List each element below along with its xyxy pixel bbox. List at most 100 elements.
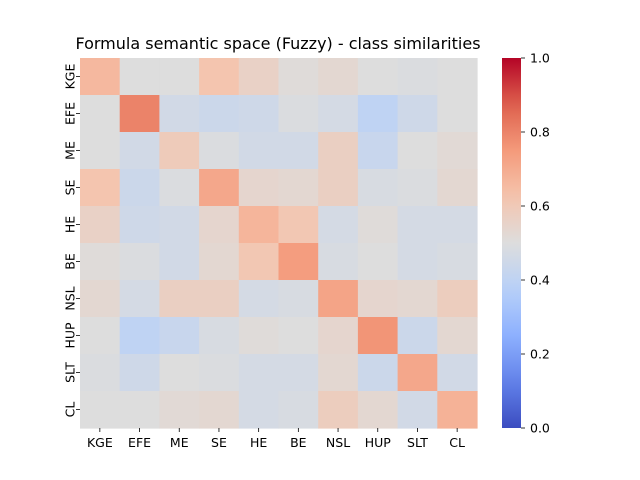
heatmap-cell-NSL-EFE xyxy=(119,280,160,318)
heatmap-cell-SE-NSL xyxy=(318,169,359,207)
heatmap-cell-HE-SE xyxy=(199,206,240,244)
heatmap-cell-ME-ME xyxy=(159,132,200,170)
heatmap-cell-HE-HE xyxy=(238,206,280,244)
heatmap-cell-NSL-NSL xyxy=(318,280,359,318)
y-tick-label: HUP xyxy=(63,322,78,349)
y-tick-label: KGE xyxy=(63,64,78,90)
y-tick-label: HE xyxy=(63,216,78,233)
heatmap-cell-HUP-HUP xyxy=(357,317,399,355)
heatmap-cell-HE-SLT xyxy=(397,206,438,244)
heatmap-cell-ME-HUP xyxy=(357,132,399,170)
heatmap-cell-BE-SLT xyxy=(397,243,438,281)
heatmap-cell-SLT-ME xyxy=(159,354,200,392)
heatmap-cell-SE-SLT xyxy=(397,169,438,207)
x-tick-label: BE xyxy=(290,435,307,450)
heatmap-cell-EFE-SLT xyxy=(397,95,438,133)
heatmap-cell-HUP-ME xyxy=(159,317,200,355)
heatmap-cell-SE-HUP xyxy=(357,169,399,207)
heatmap-cell-ME-CL xyxy=(437,132,478,170)
colorbar-tick-label: 0.8 xyxy=(530,125,550,140)
heatmap-cell-HUP-HE xyxy=(238,317,280,355)
heatmap-cells xyxy=(80,58,478,429)
heatmap-cell-EFE-KGE xyxy=(80,95,121,133)
x-tick-label: HE xyxy=(250,435,267,450)
heatmap-cell-EFE-CL xyxy=(437,95,478,133)
y-tick-label: SLT xyxy=(63,362,78,383)
heatmap-cell-SLT-HE xyxy=(238,354,280,392)
heatmap-cell-ME-KGE xyxy=(80,132,121,170)
heatmap-cell-KGE-HE xyxy=(238,58,280,96)
heatmap-cell-NSL-ME xyxy=(159,280,200,318)
colorbar-ticks: 0.0 0.2 0.4 0.6 0.8 1.0 xyxy=(521,51,550,436)
heatmap-cell-SE-SE xyxy=(199,169,240,207)
heatmap-cell-NSL-SLT xyxy=(397,280,438,318)
x-tick-label: SLT xyxy=(407,435,428,450)
heatmap-cell-ME-BE xyxy=(278,132,319,170)
colorbar-tick-label: 0.6 xyxy=(530,199,550,214)
heatmap-cell-SE-KGE xyxy=(80,169,121,207)
y-tick-label: ME xyxy=(63,141,78,160)
heatmap-cell-HUP-NSL xyxy=(318,317,359,355)
heatmap-cell-CL-HE xyxy=(238,391,280,429)
heatmap-cell-HUP-EFE xyxy=(119,317,160,355)
x-tick-label: CL xyxy=(449,435,465,450)
colorbar-tick-label: 0.4 xyxy=(530,273,550,288)
heatmap-cell-CL-KGE xyxy=(80,391,121,429)
heatmap-cell-NSL-SE xyxy=(199,280,240,318)
colorbar xyxy=(502,58,521,428)
heatmap-cell-CL-CL xyxy=(437,391,478,429)
heatmap-cell-NSL-HE xyxy=(238,280,280,318)
heatmap-cell-ME-SE xyxy=(199,132,240,170)
heatmap-cell-EFE-BE xyxy=(278,95,319,133)
heatmap-cell-ME-SLT xyxy=(397,132,438,170)
chart-title: Formula semantic space (Fuzzy) - class s… xyxy=(75,34,480,53)
x-tick-label: NSL xyxy=(326,435,350,450)
heatmap-cell-EFE-HUP xyxy=(357,95,399,133)
heatmap-cell-KGE-NSL xyxy=(318,58,359,96)
heatmap-cell-HE-ME xyxy=(159,206,200,244)
heatmap-cell-KGE-SE xyxy=(199,58,240,96)
heatmap-cell-KGE-HUP xyxy=(357,58,399,96)
y-tick-label: SE xyxy=(63,179,78,195)
heatmap-cell-EFE-ME xyxy=(159,95,200,133)
heatmap-cell-BE-BE xyxy=(278,243,319,281)
heatmap-cell-NSL-CL xyxy=(437,280,478,318)
heatmap-cell-ME-EFE xyxy=(119,132,160,170)
y-tick-label: NSL xyxy=(63,286,78,310)
heatmap-cell-HE-EFE xyxy=(119,206,160,244)
heatmap-cell-BE-SE xyxy=(199,243,240,281)
heatmap-cell-HE-NSL xyxy=(318,206,359,244)
heatmap-cell-HE-KGE xyxy=(80,206,121,244)
heatmap-cell-SLT-HUP xyxy=(357,354,399,392)
heatmap-cell-NSL-KGE xyxy=(80,280,121,318)
y-axis-ticks: KGE EFE ME SE HE BE NSL HUP SLT CL xyxy=(63,64,80,417)
heatmap-cell-EFE-NSL xyxy=(318,95,359,133)
heatmap-cell-SE-HE xyxy=(238,169,280,207)
heatmap-cell-SLT-CL xyxy=(437,354,478,392)
heatmap-cell-BE-HUP xyxy=(357,243,399,281)
heatmap-cell-SLT-BE xyxy=(278,354,319,392)
heatmap-cell-CL-ME xyxy=(159,391,200,429)
heatmap-cell-ME-NSL xyxy=(318,132,359,170)
x-tick-label: EFE xyxy=(128,435,151,450)
colorbar-tick-label: 0.0 xyxy=(530,421,550,436)
heatmap-cell-HUP-SLT xyxy=(397,317,438,355)
heatmap-cell-KGE-SLT xyxy=(397,58,438,96)
heatmap-cell-BE-HE xyxy=(238,243,280,281)
x-axis-ticks: KGE EFE ME SE HE BE NSL HUP SLT CL xyxy=(87,428,465,450)
heatmap-cell-EFE-HE xyxy=(238,95,280,133)
heatmap-cell-SE-CL xyxy=(437,169,478,207)
heatmap-cell-HUP-CL xyxy=(437,317,478,355)
heatmap-cell-HE-BE xyxy=(278,206,319,244)
heatmap-cell-SLT-NSL xyxy=(318,354,359,392)
heatmap-cell-CL-BE xyxy=(278,391,319,429)
heatmap-cell-EFE-EFE xyxy=(119,95,160,133)
heatmap-cell-SLT-KGE xyxy=(80,354,121,392)
x-tick-label: ME xyxy=(170,435,189,450)
heatmap-cell-CL-SE xyxy=(199,391,240,429)
heatmap-cell-EFE-SE xyxy=(199,95,240,133)
heatmap-cell-KGE-BE xyxy=(278,58,319,96)
heatmap-cell-HE-CL xyxy=(437,206,478,244)
heatmap-cell-KGE-EFE xyxy=(119,58,160,96)
